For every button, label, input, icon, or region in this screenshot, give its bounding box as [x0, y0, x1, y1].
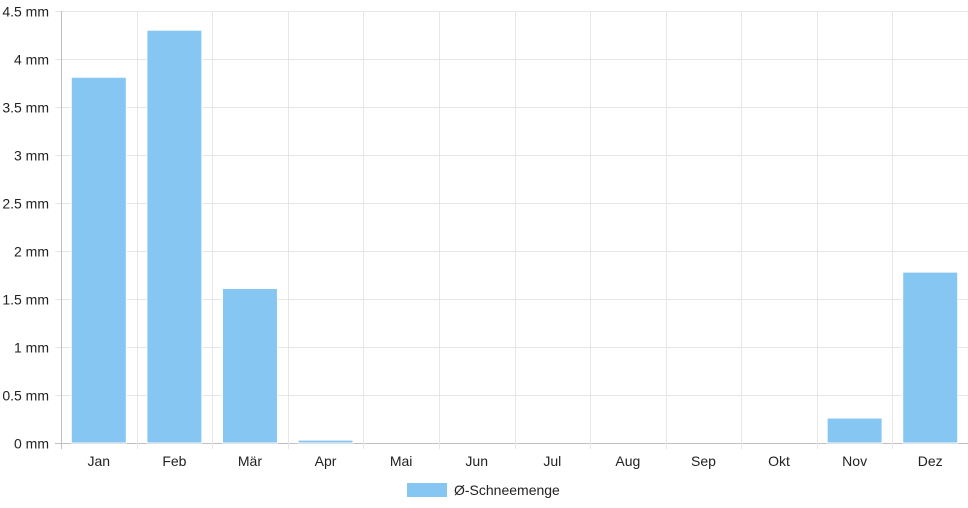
- y-tick-label: 0 mm: [14, 436, 49, 452]
- y-tick-label: 3.5 mm: [2, 100, 49, 116]
- x-tick-label: Aug: [615, 453, 640, 469]
- legend-swatch: [407, 483, 447, 497]
- x-tick-label: Okt: [768, 453, 790, 469]
- bar-jan[interactable]: [70, 76, 127, 444]
- bar-dez[interactable]: [902, 271, 959, 444]
- bar-feb[interactable]: [146, 29, 203, 444]
- y-tick-label: 4.5 mm: [2, 4, 49, 20]
- x-tick-label: Sep: [691, 453, 716, 469]
- grid: [55, 11, 968, 449]
- y-tick-label: 1.5 mm: [2, 292, 49, 308]
- y-tick-label: 2.5 mm: [2, 196, 49, 212]
- x-tick-label: Mai: [390, 453, 413, 469]
- legend-label: Ø-Schneemenge: [454, 482, 560, 498]
- x-tick-label: Jun: [465, 453, 488, 469]
- y-tick-label: 1 mm: [14, 340, 49, 356]
- bar-apr[interactable]: [297, 439, 354, 444]
- x-tick-label: Jan: [88, 453, 111, 469]
- y-tick-label: 3 mm: [14, 148, 49, 164]
- x-tick-label: Feb: [162, 453, 186, 469]
- legend[interactable]: Ø-Schneemenge: [407, 482, 560, 498]
- x-tick-label: Nov: [842, 453, 867, 469]
- x-tick-label: Dez: [918, 453, 943, 469]
- y-tick-label: 4 mm: [14, 52, 49, 68]
- x-tick-label: Jul: [543, 453, 561, 469]
- bar-mär[interactable]: [221, 287, 278, 444]
- bars: [70, 29, 959, 444]
- y-tick-label: 0.5 mm: [2, 388, 49, 404]
- bar-nov[interactable]: [826, 417, 883, 444]
- x-tick-label: Apr: [315, 453, 337, 469]
- y-tick-label: 2 mm: [14, 244, 49, 260]
- x-tick-label: Mär: [238, 453, 262, 469]
- axes: 0 mm 0.5 mm 1 mm 1.5 mm 2 mm 2.5 mm 3 mm 3.5 mm…: [2, 4, 942, 470]
